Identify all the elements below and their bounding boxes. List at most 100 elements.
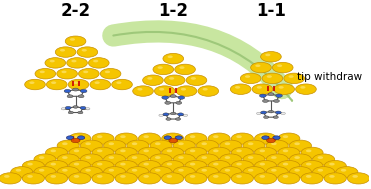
Circle shape (65, 36, 86, 46)
Circle shape (271, 142, 277, 145)
Circle shape (173, 154, 196, 165)
Circle shape (236, 135, 242, 138)
Circle shape (277, 64, 282, 67)
Circle shape (300, 86, 305, 89)
Circle shape (231, 133, 253, 144)
Circle shape (190, 175, 196, 178)
Circle shape (266, 140, 288, 151)
Circle shape (278, 173, 300, 184)
Circle shape (115, 133, 137, 144)
Circle shape (82, 49, 87, 52)
Circle shape (85, 169, 91, 172)
Circle shape (68, 79, 89, 90)
Circle shape (268, 93, 274, 96)
Circle shape (208, 133, 230, 144)
Circle shape (163, 113, 169, 116)
Circle shape (213, 149, 219, 152)
Circle shape (154, 86, 175, 96)
Circle shape (273, 99, 279, 102)
Circle shape (155, 142, 161, 145)
Circle shape (178, 142, 184, 145)
Circle shape (93, 60, 98, 62)
Circle shape (66, 136, 74, 139)
Circle shape (78, 111, 83, 114)
Circle shape (77, 47, 98, 57)
Circle shape (57, 167, 79, 178)
Circle shape (34, 154, 56, 165)
Circle shape (64, 89, 71, 93)
Circle shape (62, 70, 66, 73)
Circle shape (162, 147, 184, 158)
Circle shape (115, 173, 137, 184)
Circle shape (178, 113, 184, 116)
Circle shape (208, 147, 230, 158)
Circle shape (276, 94, 282, 97)
Circle shape (260, 111, 266, 114)
Circle shape (144, 135, 149, 138)
Circle shape (289, 154, 312, 165)
Circle shape (97, 149, 102, 152)
Circle shape (186, 75, 207, 85)
Circle shape (85, 156, 91, 159)
Circle shape (175, 118, 181, 120)
Circle shape (46, 173, 68, 184)
Circle shape (62, 156, 68, 159)
Circle shape (163, 53, 184, 64)
Circle shape (213, 135, 219, 138)
Circle shape (257, 86, 262, 89)
Circle shape (127, 167, 149, 178)
Circle shape (69, 133, 91, 144)
Text: 1-1: 1-1 (256, 2, 286, 20)
Circle shape (88, 58, 109, 68)
Circle shape (46, 79, 67, 90)
Circle shape (97, 175, 102, 178)
Circle shape (92, 133, 114, 144)
Circle shape (294, 142, 300, 145)
Circle shape (265, 54, 270, 56)
Circle shape (73, 81, 78, 84)
Circle shape (132, 142, 137, 145)
Circle shape (167, 135, 172, 138)
Circle shape (104, 140, 126, 151)
Circle shape (57, 140, 79, 151)
Circle shape (50, 175, 56, 178)
Circle shape (167, 163, 172, 166)
Circle shape (259, 163, 265, 166)
Circle shape (306, 175, 312, 178)
Circle shape (274, 84, 295, 94)
Circle shape (252, 84, 273, 94)
Circle shape (281, 112, 285, 115)
Circle shape (294, 169, 300, 172)
Circle shape (279, 86, 284, 89)
Circle shape (34, 167, 56, 178)
Circle shape (255, 147, 277, 158)
Circle shape (185, 133, 207, 144)
Circle shape (74, 135, 79, 138)
Circle shape (74, 163, 79, 166)
Circle shape (39, 156, 45, 159)
Circle shape (251, 62, 271, 73)
Circle shape (197, 154, 219, 165)
Circle shape (78, 95, 84, 98)
Text: tip withdraw: tip withdraw (298, 72, 362, 82)
Circle shape (138, 133, 161, 144)
Circle shape (171, 112, 176, 115)
Circle shape (278, 160, 300, 172)
Circle shape (230, 84, 251, 94)
Circle shape (116, 81, 121, 84)
Circle shape (95, 81, 100, 84)
Circle shape (138, 147, 161, 158)
Circle shape (71, 138, 80, 143)
Circle shape (46, 160, 68, 172)
Circle shape (231, 147, 253, 158)
Circle shape (132, 156, 137, 159)
Circle shape (278, 133, 300, 144)
Circle shape (283, 149, 288, 152)
Circle shape (225, 156, 230, 159)
Circle shape (120, 135, 126, 138)
Circle shape (71, 60, 76, 62)
Circle shape (150, 167, 172, 178)
Circle shape (306, 149, 312, 152)
Circle shape (85, 142, 91, 145)
Text: 2-2: 2-2 (60, 2, 91, 20)
